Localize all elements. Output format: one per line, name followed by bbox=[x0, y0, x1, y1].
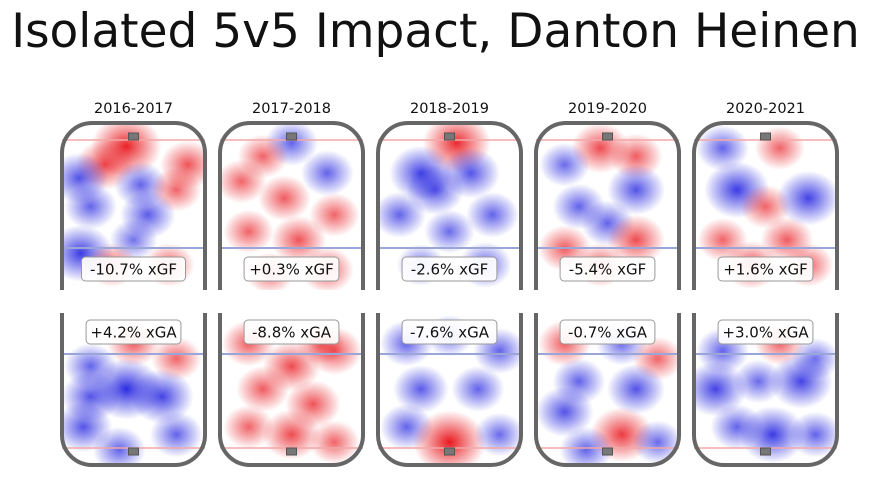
rink-panel-2016-2017: 2016-2017 -10.7% xGF +4.2% xGA bbox=[60, 101, 207, 467]
goal-net bbox=[128, 447, 139, 456]
xga-label: -7.6% xGA bbox=[410, 324, 490, 342]
rink-boards-bottom bbox=[534, 313, 681, 467]
goal-net bbox=[444, 447, 455, 456]
xgf-label: +1.6% xGF bbox=[723, 261, 808, 279]
xgf-label: -2.6% xGF bbox=[411, 261, 488, 279]
season-label: 2018-2019 bbox=[410, 101, 489, 117]
heat-blob-7 bbox=[607, 214, 666, 266]
heat-blob-5 bbox=[223, 405, 274, 449]
goal-net bbox=[760, 447, 771, 456]
rink-boards-top bbox=[534, 121, 681, 290]
heat-blob-6 bbox=[424, 209, 475, 254]
rink-panel-2020-2021: 2020-2021 +1.6% xGF +3.0% xGA bbox=[692, 101, 839, 467]
heat-blob-6 bbox=[223, 209, 274, 254]
heat-blob-2 bbox=[539, 142, 590, 187]
heat-blob-4 bbox=[733, 359, 784, 404]
defense-heatmap bbox=[694, 321, 837, 464]
offense-heatmap bbox=[378, 123, 519, 288]
defense-heatmap bbox=[536, 320, 679, 465]
heat-blob-5 bbox=[130, 369, 194, 424]
xga-label-box bbox=[401, 319, 498, 345]
xgf-label-box bbox=[81, 256, 186, 282]
rink-boards-bottom bbox=[60, 313, 207, 467]
heat-blob-4 bbox=[607, 363, 666, 415]
xga-label: -8.8% xGA bbox=[252, 324, 332, 342]
heat-blob-4 bbox=[378, 191, 426, 238]
xga-label: +3.0% xGA bbox=[722, 324, 809, 342]
xga-label-box bbox=[243, 319, 340, 345]
heat-blob-8 bbox=[149, 411, 203, 458]
goal-net bbox=[602, 447, 613, 456]
rink-panel-2019-2020: 2019-2020 -5.4% xGF -0.7% xGA bbox=[534, 101, 681, 467]
xgf-label-box bbox=[559, 256, 656, 282]
heat-blob-4 bbox=[257, 175, 311, 222]
heat-blob-3 bbox=[694, 361, 747, 417]
xgf-label-box bbox=[401, 256, 498, 282]
rink-boards-bottom bbox=[218, 313, 365, 467]
rink-panel-2017-2018: 2017-2018 +0.3% xGF -8.8% xGA bbox=[218, 101, 365, 467]
rink-boards-top bbox=[218, 121, 365, 290]
heat-blob-7 bbox=[92, 426, 146, 465]
season-label: 2020-2021 bbox=[726, 101, 805, 117]
season-label: 2017-2018 bbox=[252, 101, 331, 117]
rink-boards-bottom bbox=[692, 313, 839, 467]
goal-net bbox=[444, 132, 455, 141]
heat-blob-8 bbox=[789, 411, 837, 458]
rink-boards-bottom bbox=[376, 313, 523, 467]
rink-boards-top bbox=[692, 121, 839, 290]
heat-blob-7 bbox=[474, 412, 521, 457]
season-label: 2016-2017 bbox=[94, 101, 173, 117]
xgf-label: -10.7% xGF bbox=[90, 261, 177, 279]
xga-label: -0.7% xGA bbox=[568, 324, 648, 342]
heat-blob-8 bbox=[632, 420, 679, 465]
heat-blob-3 bbox=[393, 364, 449, 414]
heat-blob-7 bbox=[309, 420, 360, 465]
xga-label-box bbox=[85, 319, 182, 345]
goal-net bbox=[286, 132, 297, 141]
heat-blob-6 bbox=[262, 409, 321, 460]
heat-blob-5 bbox=[465, 191, 519, 238]
heat-blob-4 bbox=[451, 366, 505, 412]
rink-boards-top bbox=[60, 121, 207, 290]
heat-blob-3 bbox=[220, 159, 267, 204]
rink-panel-2018-2019: 2018-2019 -2.6% xGF -7.6% xGA bbox=[376, 101, 523, 467]
chart-title: Isolated 5v5 Impact, Danton Heinen bbox=[11, 4, 860, 59]
xgf-label-box bbox=[243, 256, 340, 282]
heat-blob-4 bbox=[776, 170, 837, 226]
goal-net bbox=[128, 132, 139, 141]
heat-blob-5 bbox=[309, 192, 360, 237]
goal-net bbox=[286, 447, 297, 456]
heat-blob-2 bbox=[300, 150, 354, 197]
xga-label: +4.2% xGA bbox=[90, 324, 177, 342]
heat-blob-5 bbox=[769, 354, 833, 409]
heat-blob-6 bbox=[64, 183, 118, 230]
xgf-label: -5.4% xGF bbox=[569, 261, 646, 279]
heat-blob-3 bbox=[236, 366, 290, 412]
xgf-label-box bbox=[717, 256, 814, 282]
goal-net bbox=[602, 132, 613, 141]
xgf-label: +0.3% xGF bbox=[249, 261, 334, 279]
goal-net bbox=[760, 132, 771, 141]
season-label: 2019-2020 bbox=[568, 101, 647, 117]
offense-heatmap bbox=[696, 125, 837, 290]
rink-boards-top bbox=[376, 121, 523, 290]
heat-blob-3 bbox=[607, 164, 666, 215]
heat-blob-7 bbox=[559, 426, 613, 465]
heat-blob-7 bbox=[739, 406, 806, 464]
xga-label-box bbox=[717, 319, 814, 345]
heat-blob-5 bbox=[536, 386, 594, 437]
heat-blob-6 bbox=[412, 410, 487, 465]
heat-blob-0 bbox=[696, 125, 750, 172]
xga-label-box bbox=[559, 319, 656, 345]
